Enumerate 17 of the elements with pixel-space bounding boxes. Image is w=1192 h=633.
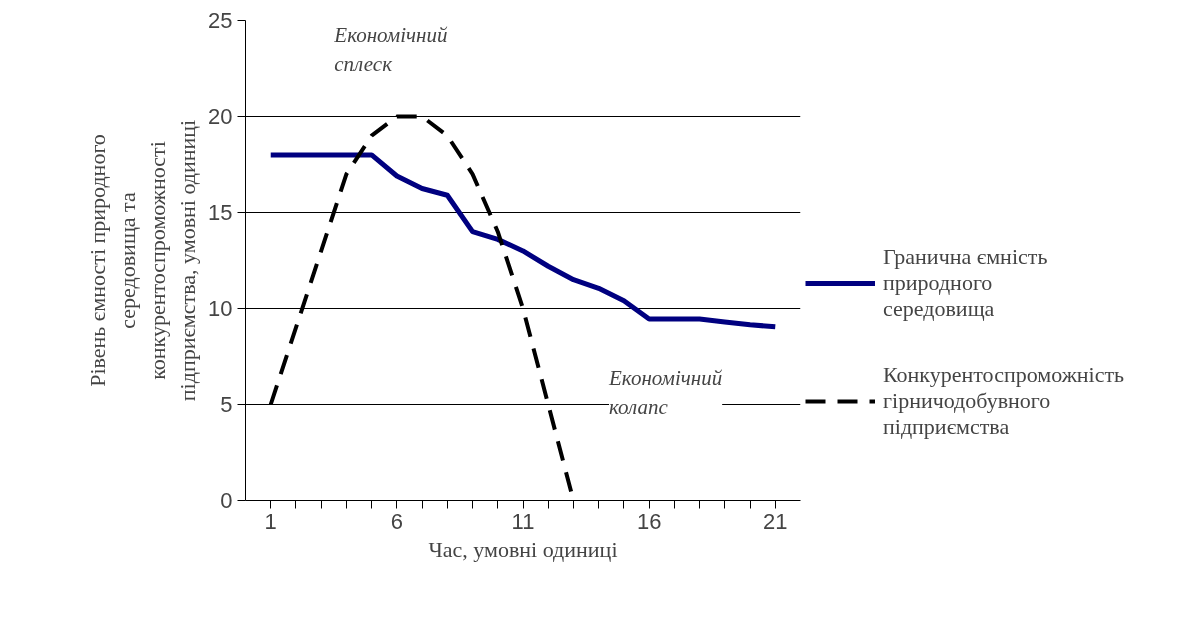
legend-label: Конкурентоспроможність гірничодобувного підприємства (883, 362, 1125, 440)
y-tick-label: 15 (208, 200, 233, 225)
x-axis-title: Час, умовні одиниці (428, 536, 618, 562)
x-tick-label: 16 (636, 508, 662, 534)
y-tick-label: 25 (208, 8, 233, 33)
y-axis-title: Рівень ємності природного середовища та конкурентоспроможності підприємства, умовні одиниці (85, 119, 201, 402)
x-tick-label: 6 (390, 508, 403, 534)
x-tick-label: 21 (763, 508, 788, 534)
y-tick-label: 20 (208, 104, 233, 129)
y-tick-label: 5 (220, 392, 233, 417)
y-tick-label: 10 (208, 296, 233, 321)
y-tick-label: 0 (220, 488, 233, 513)
x-tick-label: 11 (511, 508, 535, 534)
annotation: Економічний колапс (608, 366, 723, 419)
x-tick-label: 1 (264, 508, 277, 534)
legend-label: Гранична ємність природного середовища (883, 244, 1048, 322)
annotation: Економічний сплеск (333, 22, 448, 76)
